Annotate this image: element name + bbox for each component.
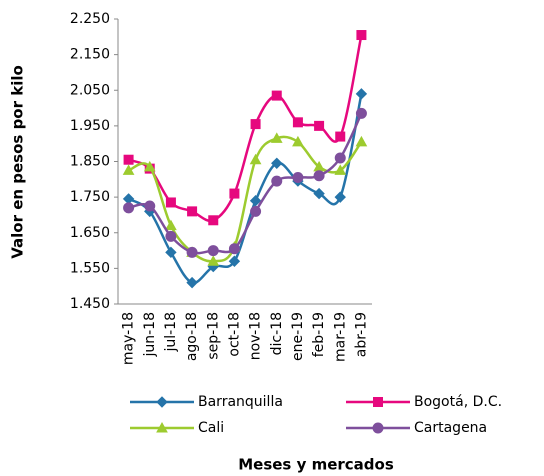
x-tick-label: ene-19 (290, 312, 306, 361)
x-tick-label: may-18 (121, 312, 137, 365)
x-axis-label: Meses y mercados (238, 456, 394, 474)
data-point (356, 30, 367, 41)
data-point (249, 153, 262, 165)
data-point (207, 255, 220, 266)
x-tick-label: ago-18 (184, 312, 200, 361)
data-point (271, 90, 282, 101)
legend-marker (373, 397, 383, 407)
x-tick-label: jul-18 (163, 312, 179, 353)
data-point (165, 219, 177, 231)
data-point (143, 160, 156, 172)
data-point (228, 243, 240, 255)
y-tick-label: 2.050 (70, 82, 110, 98)
data-point (335, 131, 346, 142)
series-line (127, 93, 363, 285)
legend-label: Cali (198, 420, 224, 436)
data-point (292, 117, 303, 128)
x-tick-label: jun-18 (142, 312, 158, 358)
y-axis-label: Valor en pesos por kilo (9, 65, 27, 259)
data-point (208, 215, 219, 226)
data-point (313, 187, 325, 200)
series-line (128, 34, 363, 223)
data-point (334, 152, 346, 164)
data-point (165, 230, 177, 242)
y-tick-label: 1.750 (70, 189, 110, 205)
x-tick-label: abr-19 (353, 312, 369, 357)
data-point (355, 135, 368, 147)
data-point (229, 188, 240, 199)
data-point (249, 194, 262, 207)
y-tick-label: 2.250 (70, 11, 110, 27)
x-tick-label: mar-19 (332, 312, 348, 362)
data-point (334, 191, 346, 203)
x-tick-label: nov-18 (248, 312, 264, 360)
x-tick-label: feb-19 (311, 312, 327, 357)
data-point (123, 154, 134, 165)
x-tick-label: sep-18 (205, 312, 221, 360)
data-point (292, 135, 304, 147)
legend-label: Barranquilla (198, 394, 283, 410)
data-point (187, 206, 198, 217)
data-point (250, 119, 261, 130)
data-point (165, 197, 176, 208)
data-point (355, 107, 367, 119)
y-tick-label: 1.450 (70, 296, 110, 312)
data-point (165, 246, 177, 259)
data-point (123, 202, 135, 214)
y-tick-label: 1.650 (70, 225, 110, 241)
y-tick-label: 1.850 (70, 154, 110, 170)
data-point (271, 175, 283, 187)
data-point (270, 132, 283, 143)
legend-label: Bogotá, D.C. (414, 394, 502, 410)
legend-marker (372, 422, 384, 434)
data-point (186, 276, 198, 289)
legend-label: Cartagena (414, 420, 487, 436)
data-point (334, 164, 347, 175)
y-tick-label: 2.150 (70, 47, 110, 63)
legend-marker (156, 396, 168, 408)
y-tick-label: 1.950 (70, 118, 110, 134)
data-point (355, 88, 368, 100)
data-point (271, 157, 283, 169)
data-point (250, 205, 262, 217)
data-point (122, 164, 135, 175)
data-point (186, 246, 198, 258)
y-tick-label: 1.550 (70, 260, 110, 276)
x-tick-label: oct-18 (226, 312, 242, 357)
data-point (313, 170, 325, 182)
data-point (144, 200, 156, 212)
data-point (314, 120, 325, 131)
x-tick-label: dic-18 (269, 312, 285, 355)
legend-marker (156, 421, 168, 433)
data-point (228, 255, 241, 267)
data-point (292, 172, 304, 184)
data-point (207, 245, 219, 257)
